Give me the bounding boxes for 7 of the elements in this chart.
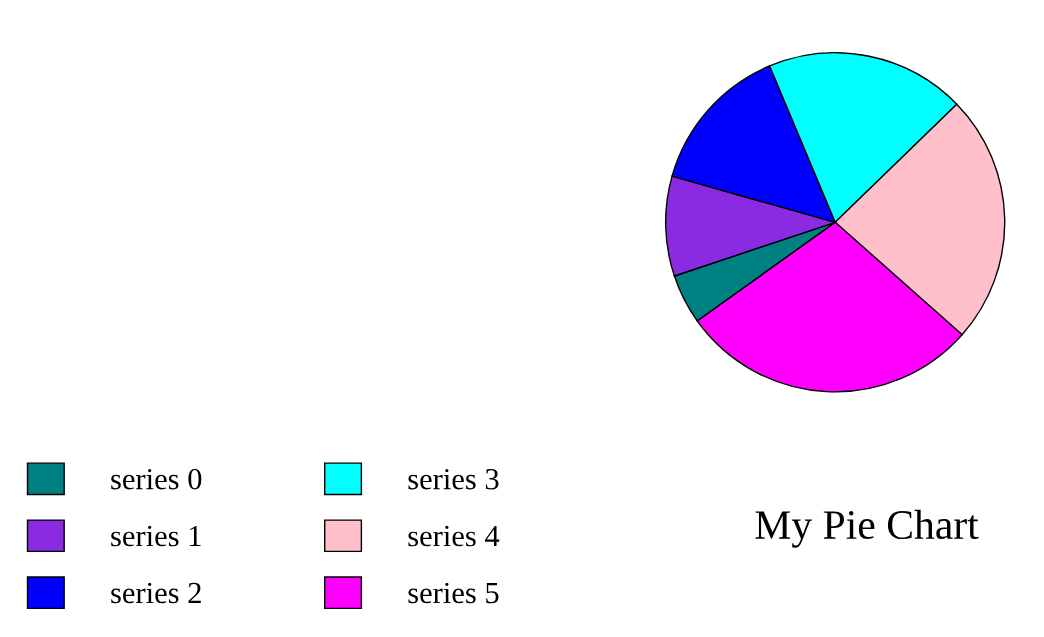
legend-label: series 5 — [408, 582, 499, 604]
legend-label: series 2 — [111, 582, 201, 604]
legend-label: series 1 — [111, 525, 201, 547]
legend-label: series 4 — [408, 525, 500, 547]
text: My Pie Chart — [755, 509, 979, 548]
legend-label: series 3 — [408, 468, 499, 490]
legend-label: series 0 — [111, 468, 202, 490]
